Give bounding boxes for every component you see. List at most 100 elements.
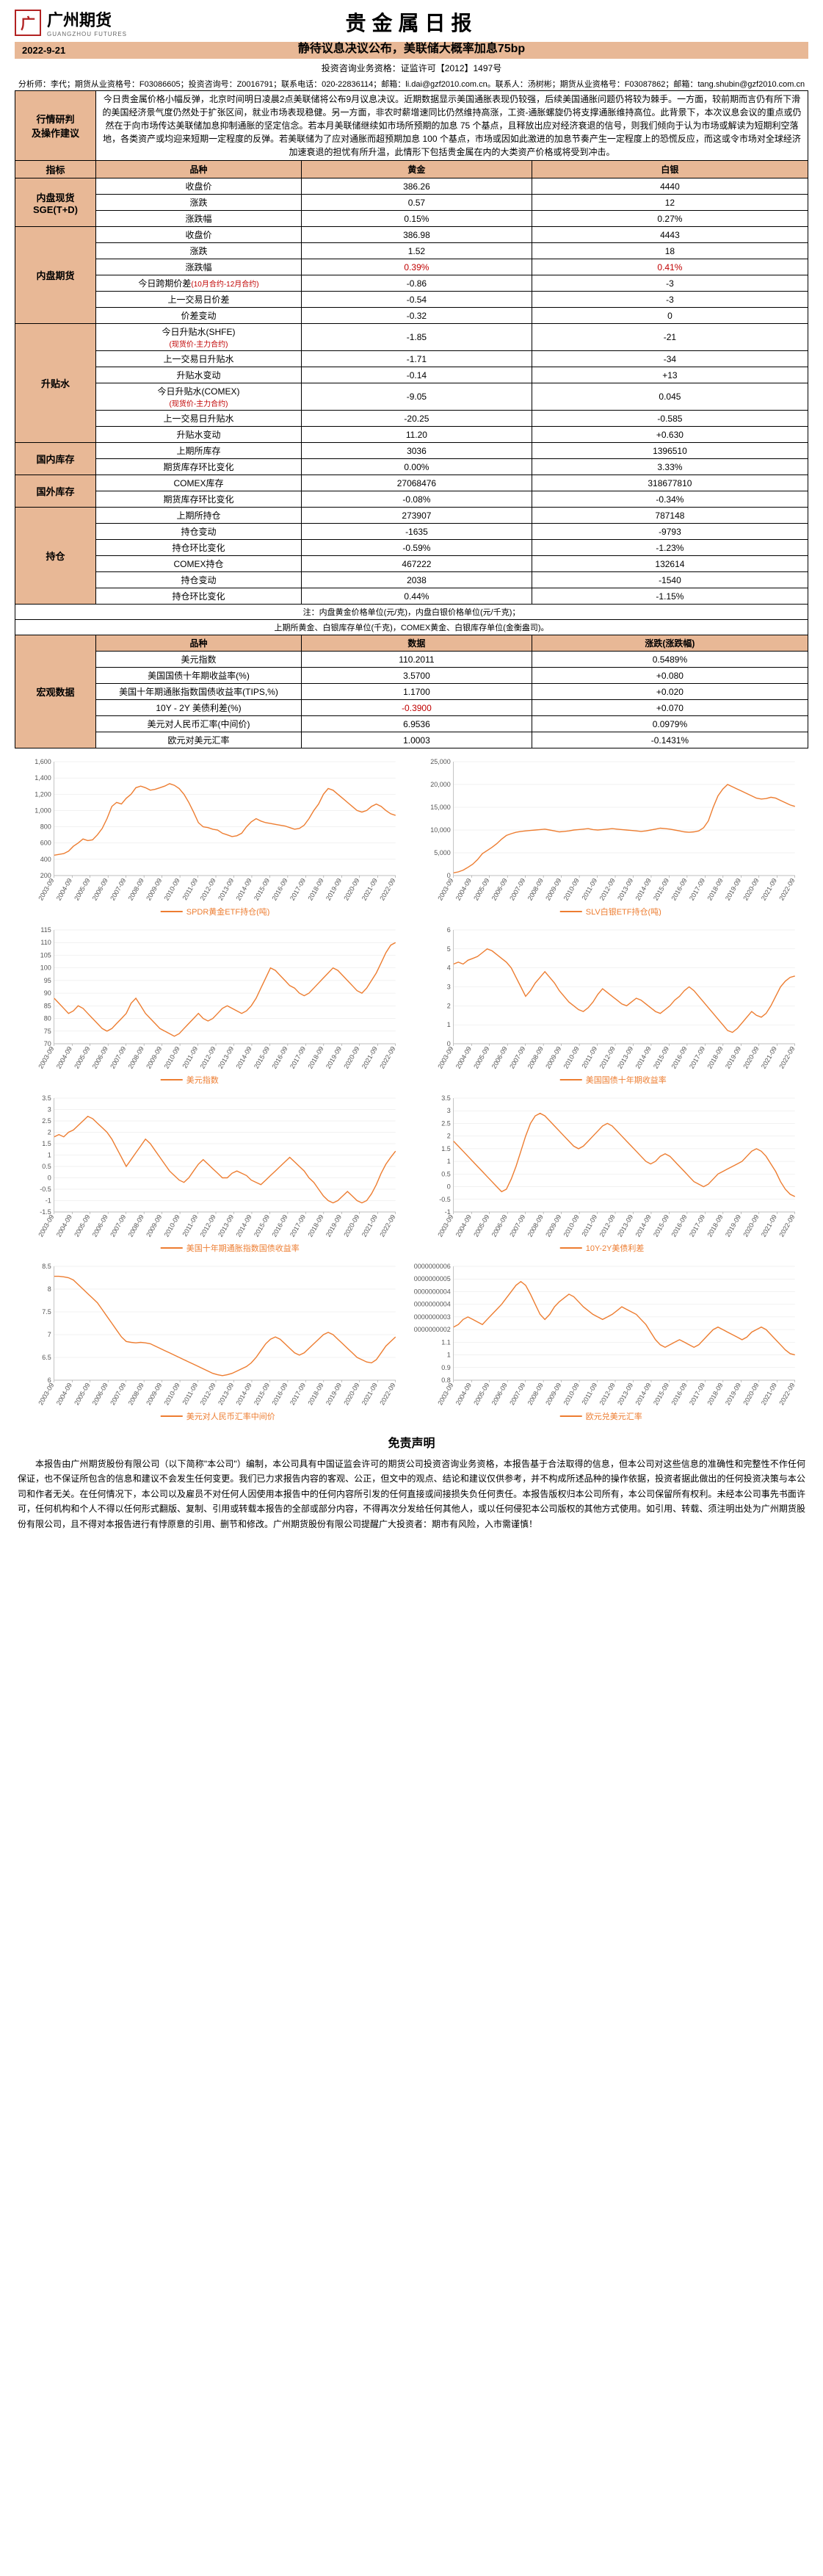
macro-col-change: 涨跌(涨跌幅): [532, 635, 808, 652]
col-indicator: 指标: [15, 161, 96, 178]
svg-text:400: 400: [40, 856, 51, 863]
gold-value: 11.20: [302, 427, 532, 443]
silver-value: 787148: [532, 508, 808, 524]
svg-text:5: 5: [446, 945, 450, 953]
silver-value: 4440: [532, 178, 808, 195]
svg-text:2020-09: 2020-09: [742, 1045, 760, 1070]
svg-text:2: 2: [446, 1133, 450, 1140]
svg-text:2007-09: 2007-09: [109, 1382, 127, 1407]
svg-text:2004-09: 2004-09: [454, 1045, 472, 1070]
svg-text:2019-09: 2019-09: [325, 1382, 343, 1407]
svg-text:115: 115: [40, 926, 51, 934]
svg-text:2019-09: 2019-09: [723, 1045, 742, 1070]
svg-text:2012-09: 2012-09: [199, 877, 217, 902]
svg-text:2003-09: 2003-09: [37, 1382, 55, 1407]
svg-text:2004-09: 2004-09: [55, 1382, 73, 1407]
svg-text:2006-09: 2006-09: [490, 1213, 508, 1238]
gold-value: -0.59%: [302, 540, 532, 556]
gold-value: 386.26: [302, 178, 532, 195]
row-name: 期货库存环比变化: [96, 491, 302, 508]
row-name: 升贴水变动: [96, 367, 302, 383]
svg-text:2008-09: 2008-09: [526, 1045, 544, 1070]
chart-box: 66.577.588.5 2003-092004-092005-092006-0…: [15, 1259, 410, 1423]
svg-text:2018-09: 2018-09: [306, 1382, 325, 1407]
svg-text:1: 1: [446, 1158, 450, 1165]
svg-text:3: 3: [446, 984, 450, 991]
svg-text:3: 3: [48, 1106, 51, 1114]
svg-text:2015-09: 2015-09: [253, 877, 271, 902]
svg-text:2013-09: 2013-09: [616, 1213, 634, 1238]
gold-value: 0.00%: [302, 459, 532, 475]
chart-5: -1-0.500.511.522.533.5 2003-092004-09200…: [414, 1091, 809, 1252]
svg-text:10Y-2Y美债利差: 10Y-2Y美债利差: [585, 1243, 644, 1252]
table-note: 注：内盘黄金价格单位(元/克)，内盘白银价格单位(元/千克)；: [15, 605, 808, 620]
group-label: 国外库存: [15, 475, 96, 508]
svg-text:0.9: 0.9: [441, 1364, 451, 1371]
gold-value: -9.05: [302, 383, 532, 411]
svg-text:2009-09: 2009-09: [145, 877, 163, 902]
svg-text:2007-09: 2007-09: [508, 877, 526, 902]
svg-text:2004-09: 2004-09: [454, 877, 472, 902]
svg-text:95: 95: [44, 977, 51, 984]
svg-text:2011-09: 2011-09: [181, 1045, 199, 1069]
macro-col-data: 数据: [302, 635, 532, 652]
svg-text:1: 1: [446, 1352, 450, 1359]
svg-text:美元指数: 美元指数: [186, 1075, 219, 1084]
svg-text:10,000: 10,000: [430, 826, 451, 834]
gold-value: -0.14: [302, 367, 532, 383]
macro-data: 3.5700: [302, 668, 532, 684]
svg-text:0: 0: [446, 1183, 450, 1191]
silver-value: -34: [532, 351, 808, 367]
svg-text:2017-09: 2017-09: [289, 1382, 307, 1407]
svg-text:2014-09: 2014-09: [235, 1213, 253, 1238]
chart-box: -1-0.500.511.522.533.5 2003-092004-09200…: [414, 1091, 809, 1255]
svg-text:2014-09: 2014-09: [634, 1382, 652, 1407]
svg-text:3: 3: [446, 1107, 450, 1114]
svg-text:600: 600: [40, 840, 51, 847]
svg-text:2017-09: 2017-09: [289, 1213, 307, 1238]
svg-text:2020-09: 2020-09: [342, 1045, 360, 1070]
gold-value: -1.85: [302, 324, 532, 351]
svg-text:25,000: 25,000: [430, 758, 451, 765]
row-name: 收盘价: [96, 178, 302, 195]
svg-text:2003-09: 2003-09: [37, 1213, 55, 1238]
gold-value: 467222: [302, 556, 532, 572]
chart-box: -1.5-1-0.500.511.522.533.5 2003-092004-0…: [15, 1091, 410, 1255]
svg-text:2017-09: 2017-09: [687, 1045, 706, 1070]
svg-text:2014-09: 2014-09: [634, 1213, 652, 1238]
svg-text:2010-09: 2010-09: [163, 877, 181, 902]
gold-value: -0.54: [302, 292, 532, 308]
svg-text:2015-09: 2015-09: [651, 877, 670, 902]
silver-value: 318677810: [532, 475, 808, 491]
svg-text:2004-09: 2004-09: [55, 877, 73, 902]
svg-text:2012-09: 2012-09: [598, 1382, 616, 1407]
gold-value: 0.39%: [302, 259, 532, 275]
svg-text:2022-09: 2022-09: [378, 1045, 396, 1070]
macro-change: 0.5489%: [532, 652, 808, 668]
svg-text:2016-09: 2016-09: [670, 1382, 688, 1407]
svg-text:2.5: 2.5: [441, 1119, 451, 1127]
svg-text:8.5: 8.5: [42, 1263, 51, 1270]
svg-text:1.6000000000000005: 1.6000000000000005: [414, 1275, 451, 1282]
svg-text:2008-09: 2008-09: [526, 1213, 544, 1238]
svg-text:1.2000000000000002: 1.2000000000000002: [414, 1326, 451, 1333]
svg-text:2004-09: 2004-09: [55, 1213, 73, 1238]
silver-value: -9793: [532, 524, 808, 540]
row-name: 今日升贴水(SHFE)(现货价-主力合约): [96, 324, 302, 351]
gold-value: 273907: [302, 508, 532, 524]
svg-text:2014-09: 2014-09: [235, 1045, 253, 1070]
svg-text:2005-09: 2005-09: [73, 1382, 91, 1407]
macro-data: -0.3900: [302, 700, 532, 716]
chart-box: 0123456 2003-092004-092005-092006-092007…: [414, 923, 809, 1086]
svg-text:2013-09: 2013-09: [217, 1045, 235, 1070]
svg-text:2004-09: 2004-09: [454, 1213, 472, 1238]
silver-value: 0.27%: [532, 211, 808, 227]
svg-text:2003-09: 2003-09: [436, 1213, 454, 1238]
svg-text:2021-09: 2021-09: [759, 1045, 777, 1070]
svg-text:2018-09: 2018-09: [706, 1045, 724, 1070]
svg-text:2006-09: 2006-09: [91, 877, 109, 902]
svg-text:SLV白银ETF持仓(吨): SLV白银ETF持仓(吨): [585, 906, 661, 916]
svg-text:2015-09: 2015-09: [651, 1213, 670, 1238]
gold-value: 1.52: [302, 243, 532, 259]
svg-text:2013-09: 2013-09: [217, 1382, 235, 1407]
